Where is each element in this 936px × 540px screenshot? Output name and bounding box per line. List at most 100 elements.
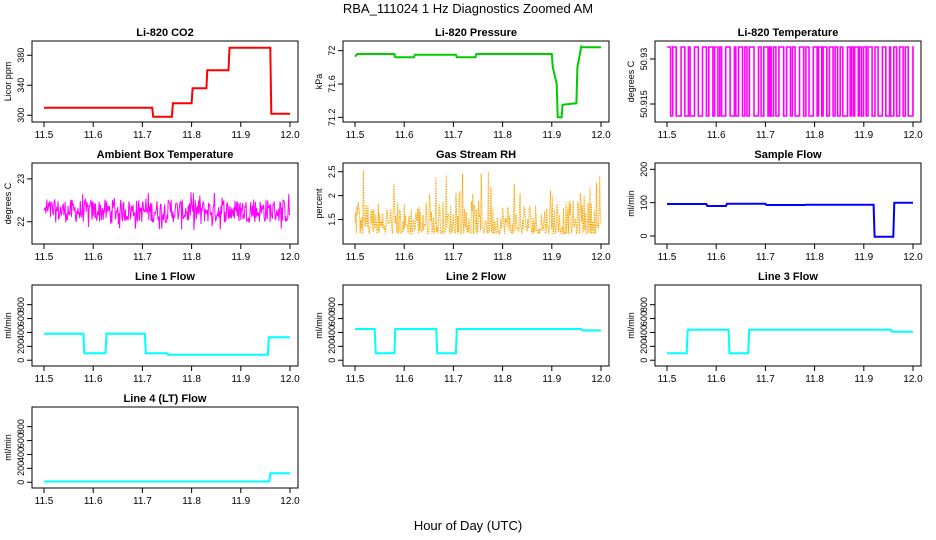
x-tick-label: 11.7: [756, 374, 775, 385]
series-line: [44, 472, 290, 483]
y-tick-label: 400: [639, 325, 649, 340]
y-tick-label: 400: [327, 325, 337, 340]
y-tick-label: 0: [327, 358, 337, 363]
panel-frame: [654, 284, 922, 367]
x-tick-label: 11.5: [35, 496, 54, 507]
series-line: [354, 44, 601, 119]
x-tick-label: 11.9: [231, 374, 250, 385]
y-axis-label: ml/min: [314, 312, 324, 339]
y-tick-label: 400: [16, 447, 26, 462]
x-tick-label: 11.5: [658, 130, 677, 141]
panel-title: Li-820 CO2: [136, 27, 193, 39]
series-line: [355, 328, 601, 355]
panel-10: Line 4 (LT) Flow ml/min 11.5 11.6 11.7 11.8 11…: [3, 393, 300, 507]
panel-title: Line 2 Flow: [446, 271, 506, 283]
y-tick-label: 100: [639, 195, 649, 210]
x-tick-label: 11.7: [133, 130, 152, 141]
x-tick-label: 12.0: [280, 496, 300, 507]
y-tick-label: 600: [327, 311, 337, 326]
y-tick-label: 23: [16, 174, 26, 184]
panel-title: Ambient Box Temperature: [97, 149, 234, 161]
x-tick-label: 11.8: [805, 252, 824, 263]
y-tick-label: 400: [16, 325, 26, 340]
panel-title: Line 1 Flow: [135, 271, 195, 283]
x-tick-label: 11.5: [658, 374, 677, 385]
x-tick-label: 11.9: [231, 130, 250, 141]
x-tick-label: 11.7: [756, 130, 775, 141]
x-tick-label: 11.9: [231, 496, 250, 507]
x-tick-label: 11.8: [493, 252, 512, 263]
panel-2: Li-820 Pressure kPa 11.5 11.6 11.7 11.8 11.9 12…: [314, 27, 611, 141]
y-tick-label: 600: [16, 433, 26, 448]
panel-frame: [342, 284, 610, 367]
x-tick-label: 11.5: [35, 130, 54, 141]
x-tick-label: 11.5: [35, 252, 54, 263]
y-tick-label: 72: [327, 46, 337, 56]
x-tick-label: 11.5: [35, 374, 54, 385]
x-axis-title: Hour of Day (UTC): [413, 518, 523, 533]
panel-title: Li-820 Pressure: [435, 27, 517, 39]
series-line: [667, 46, 914, 117]
x-tick-label: 11.9: [854, 252, 873, 263]
panel-title: Sample Flow: [754, 149, 822, 161]
x-tick-label: 11.6: [84, 496, 103, 507]
x-tick-label: 11.8: [182, 252, 201, 263]
x-tick-label: 11.6: [707, 130, 726, 141]
y-tick-label: 200: [639, 162, 649, 177]
panel-9: Line 3 Flow ml/min 11.5 11.6 11.7 11.8 11.9 12.…: [626, 271, 923, 385]
y-tick-label: 800: [639, 297, 649, 312]
panel-5: Gas Stream RH percent 11.5 11.6 11.7 11.8 11.9…: [314, 149, 611, 263]
x-tick-label: 12.0: [591, 252, 611, 263]
panel-frame: [654, 40, 922, 123]
y-tick-label: 200: [16, 339, 26, 354]
x-tick-label: 12.0: [591, 374, 611, 385]
y-axis-label: kPa: [314, 74, 324, 90]
x-tick-label: 11.6: [395, 374, 414, 385]
x-tick-label: 12.0: [280, 374, 300, 385]
x-tick-label: 11.8: [182, 130, 201, 141]
x-tick-label: 11.6: [84, 252, 103, 263]
main-title: RBA_111024 1 Hz Diagnostics Zoomed AM: [342, 1, 594, 16]
y-tick-label: 50.915: [639, 90, 649, 118]
y-tick-label: 71.2: [327, 109, 337, 127]
series-line: [43, 192, 291, 230]
y-tick-label: 2.5: [327, 165, 337, 178]
x-tick-label: 11.8: [493, 130, 512, 141]
y-tick-label: 600: [639, 311, 649, 326]
y-tick-label: 22: [16, 217, 26, 227]
x-tick-label: 11.7: [444, 374, 463, 385]
panel-3: Li-820 Temperature degrees C 11.5 11.6 11.7 1…: [626, 27, 923, 141]
x-tick-label: 11.7: [444, 252, 463, 263]
x-tick-label: 11.7: [133, 252, 152, 263]
panel-7: Line 1 Flow ml/min 11.5 11.6 11.7 11.8 11.9 12.…: [3, 271, 300, 385]
x-tick-label: 11.9: [854, 130, 873, 141]
y-tick-label: 2: [327, 193, 337, 198]
y-axis-label: ml/min: [626, 190, 636, 217]
series-line: [354, 170, 602, 236]
series-line: [44, 46, 290, 118]
x-tick-label: 12.0: [903, 252, 923, 263]
x-tick-label: 11.8: [805, 374, 824, 385]
panel-8: Line 2 Flow ml/min 11.5 11.6 11.7 11.8 11.9 12.…: [314, 271, 611, 385]
x-tick-label: 11.6: [707, 252, 726, 263]
y-tick-label: 380: [16, 48, 26, 63]
y-tick-label: 71.6: [327, 75, 337, 93]
y-axis-label: degrees C: [626, 60, 636, 102]
y-axis-label: ml/min: [626, 312, 636, 339]
panel-6: Sample Flow ml/min 11.5 11.6 11.7 11.8 11.9 12.…: [626, 149, 923, 263]
x-tick-label: 12.0: [591, 130, 611, 141]
panel-title: Line 4 (LT) Flow: [124, 393, 207, 405]
x-tick-label: 11.5: [346, 252, 365, 263]
series-line: [667, 328, 913, 355]
x-tick-label: 11.5: [346, 374, 365, 385]
y-tick-label: 50.93: [639, 48, 649, 71]
y-tick-label: 200: [16, 461, 26, 476]
panel-frame: [31, 284, 299, 367]
x-tick-label: 11.8: [182, 496, 201, 507]
y-axis-label: degrees C: [3, 182, 13, 224]
x-tick-label: 11.8: [805, 130, 824, 141]
panel-frame: [31, 162, 299, 245]
x-tick-label: 11.6: [395, 252, 414, 263]
panel-1: Li-820 CO2 Licor ppm 11.5 11.6 11.7 11.8 11.9 1…: [3, 27, 300, 141]
